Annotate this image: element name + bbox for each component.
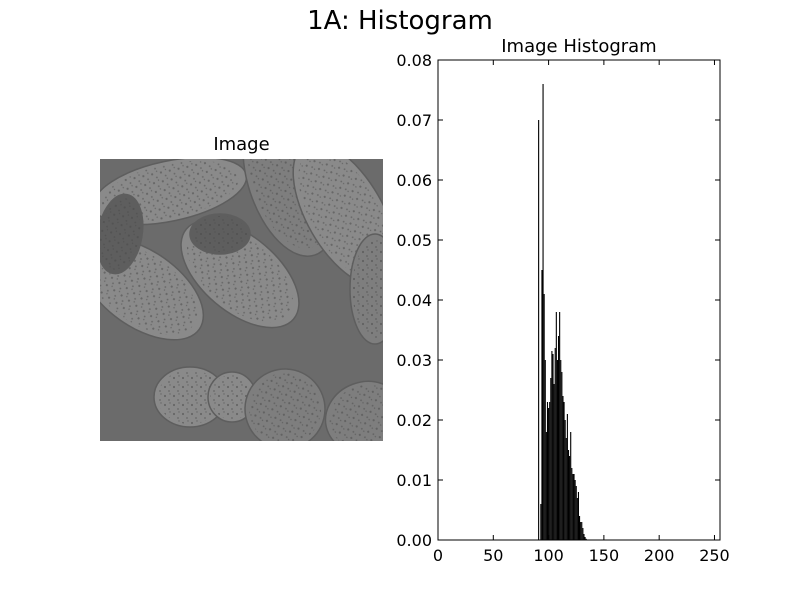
histogram-bar bbox=[542, 84, 544, 540]
grain-texture bbox=[249, 373, 321, 441]
histogram-bar bbox=[582, 528, 584, 540]
histogram-bar bbox=[550, 378, 552, 540]
histogram-bar bbox=[544, 360, 546, 540]
y-tick-label: 0.06 bbox=[396, 171, 432, 190]
x-tick-label: 0 bbox=[433, 546, 443, 565]
histogram-bar bbox=[567, 450, 570, 540]
histogram-bar bbox=[572, 474, 574, 540]
histogram-bar bbox=[569, 456, 571, 540]
histogram-bar bbox=[584, 537, 586, 540]
grain-texture bbox=[157, 370, 223, 424]
grain-texture bbox=[210, 374, 254, 420]
grayscale-image bbox=[100, 159, 383, 441]
y-tick-label: 0.02 bbox=[396, 411, 432, 430]
histogram-title: Image Histogram bbox=[501, 36, 656, 57]
histogram-bar bbox=[566, 414, 568, 540]
histogram-bar bbox=[541, 270, 543, 540]
histogram-bar bbox=[562, 396, 564, 540]
histogram-bar bbox=[554, 348, 556, 540]
histogram-bar bbox=[581, 522, 583, 540]
histogram-bar bbox=[548, 408, 550, 540]
y-axis-ticks: 0.00 0.01 0.02 0.03 0.04 0.05 0.06 0.07 0.08 bbox=[396, 51, 720, 550]
y-tick-label: 0.08 bbox=[396, 51, 432, 70]
x-tick-label: 100 bbox=[533, 546, 564, 565]
x-tick-label: 200 bbox=[644, 546, 675, 565]
x-axis-ticks: 0 50 100 150 200 250 bbox=[433, 60, 730, 565]
histogram-bar bbox=[556, 360, 558, 540]
figure-title: 1A: Histogram bbox=[307, 6, 493, 36]
y-tick-label: 0.01 bbox=[396, 471, 432, 490]
grain-texture bbox=[352, 239, 383, 339]
histogram-bar bbox=[565, 438, 567, 540]
histogram-bar bbox=[560, 360, 562, 540]
histogram-bar bbox=[573, 474, 575, 540]
histogram-bar bbox=[583, 534, 585, 540]
histogram-bar bbox=[585, 538, 587, 540]
y-tick-label: 0.00 bbox=[396, 531, 432, 550]
image-panel-title: Image bbox=[213, 134, 270, 155]
histogram-bar bbox=[552, 354, 554, 540]
histogram-bar bbox=[570, 432, 572, 540]
histogram-bar bbox=[576, 498, 578, 540]
histogram-bar bbox=[574, 480, 576, 540]
y-tick-label: 0.05 bbox=[396, 231, 432, 250]
histogram-bar bbox=[580, 522, 582, 540]
x-tick-label: 50 bbox=[483, 546, 503, 565]
histogram-bar bbox=[563, 402, 565, 540]
histogram-bar bbox=[538, 120, 540, 540]
histogram-bar bbox=[551, 351, 553, 540]
histogram-bar bbox=[555, 312, 557, 540]
x-tick-label: 250 bbox=[699, 546, 730, 565]
grain-texture bbox=[100, 198, 141, 270]
grain-texture bbox=[329, 384, 383, 441]
histogram-bar bbox=[553, 384, 555, 540]
histogram-bar bbox=[546, 402, 549, 540]
histogram-bar bbox=[575, 486, 577, 540]
x-tick-label: 150 bbox=[589, 546, 620, 565]
histogram-bar bbox=[571, 468, 573, 540]
histogram-bar bbox=[577, 492, 579, 540]
histogram-bar bbox=[540, 504, 542, 540]
histogram-bars bbox=[538, 84, 587, 540]
histogram-bar bbox=[543, 294, 545, 540]
y-tick-label: 0.07 bbox=[396, 111, 432, 130]
histogram-bar bbox=[549, 402, 551, 540]
histogram-bar bbox=[564, 420, 566, 540]
grain-texture bbox=[193, 216, 247, 252]
y-tick-label: 0.04 bbox=[396, 291, 432, 310]
axes-frame bbox=[437, 59, 721, 541]
y-tick-label: 0.03 bbox=[396, 351, 432, 370]
histogram-bar bbox=[579, 516, 581, 540]
histogram-bar bbox=[561, 372, 563, 540]
histogram-bar bbox=[559, 312, 561, 540]
histogram-bar bbox=[557, 336, 560, 540]
histogram-bar bbox=[545, 432, 547, 540]
